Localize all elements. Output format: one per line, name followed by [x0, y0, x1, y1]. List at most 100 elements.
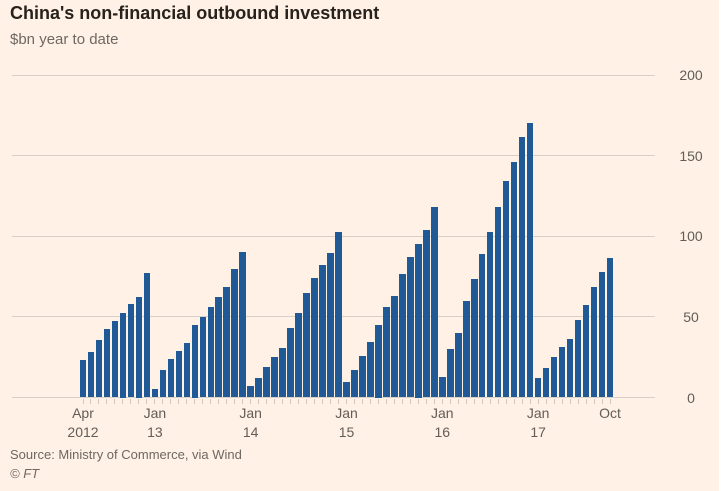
- x-axis-month-tick: [146, 398, 148, 404]
- bar: [159, 370, 167, 398]
- x-axis-month-tick: [186, 398, 188, 404]
- x-axis-label-month: Jan: [239, 405, 262, 421]
- x-axis-month-tick: [90, 398, 92, 404]
- bar: [143, 273, 151, 398]
- x-axis-month-tick: [338, 398, 339, 404]
- x-axis-month-tick: [98, 398, 100, 404]
- x-axis-month-tick: [401, 398, 403, 404]
- bar: [606, 258, 614, 398]
- bar: [407, 257, 414, 398]
- x-axis-month-tick: [561, 398, 563, 404]
- x-axis-label-month: Jan: [526, 405, 550, 421]
- bar: [375, 324, 382, 398]
- x-axis-month-tick: [609, 398, 611, 404]
- x-axis-month-tick: [138, 398, 140, 404]
- x-axis-month-tick: [473, 398, 475, 404]
- x-axis-month-tick: [330, 398, 332, 404]
- bar: [271, 356, 278, 398]
- bar: [311, 277, 318, 398]
- y-axis-tick-label: 200: [679, 67, 703, 83]
- y-axis-tick-label: 0: [687, 389, 695, 406]
- x-axis-month-tick: [585, 398, 587, 404]
- bar: [239, 252, 246, 398]
- bar: [119, 312, 127, 398]
- x-axis-month-tick: [361, 398, 363, 404]
- x-axis-month-tick: [601, 398, 603, 404]
- bar: [287, 327, 294, 398]
- bar: [455, 332, 462, 398]
- bar: [558, 347, 566, 398]
- x-axis-month-tick: [409, 398, 411, 404]
- ft-copyright: © FT: [10, 466, 40, 481]
- chart-subtitle: $bn year to date: [10, 31, 119, 48]
- x-axis-month-tick: [314, 398, 316, 404]
- bar: [439, 376, 446, 398]
- bar: [79, 360, 87, 398]
- bar: [111, 320, 119, 398]
- x-axis-month-tick: [202, 398, 204, 404]
- bar: [534, 378, 542, 398]
- x-axis-month-tick: [234, 398, 236, 404]
- bar: [471, 278, 478, 398]
- x-axis-month-tick: [497, 398, 499, 404]
- bar: [463, 300, 470, 398]
- y-axis-tick-label: 50: [683, 308, 699, 325]
- x-axis-month-tick: [537, 398, 539, 404]
- x-axis-month-tick: [242, 398, 244, 404]
- bar: [327, 253, 334, 398]
- bar: [478, 254, 486, 398]
- bar: [447, 349, 454, 398]
- bar: [215, 297, 222, 398]
- x-axis-month-tick: [82, 398, 84, 404]
- window-edge-strip: [719, 0, 724, 491]
- x-axis-month-tick: [441, 398, 443, 404]
- bar: [510, 162, 518, 398]
- bar: [582, 305, 590, 398]
- bar: [127, 303, 135, 398]
- bar: [367, 341, 374, 398]
- x-axis-month-tick: [346, 398, 347, 404]
- x-axis-month-tick: [489, 398, 491, 404]
- bar: [95, 340, 103, 398]
- y-axis-tick-label: 100: [679, 228, 703, 245]
- bar: [191, 324, 199, 398]
- x-axis-month-tick: [298, 398, 300, 404]
- x-axis-month-tick: [521, 398, 523, 404]
- x-axis-month-tick: [122, 398, 124, 404]
- x-axis-label-month: Jan: [335, 405, 358, 421]
- bar: [167, 359, 175, 398]
- x-axis-month-tick: [465, 398, 467, 404]
- gridline-0: [12, 397, 655, 398]
- x-axis-month-tick: [114, 398, 116, 404]
- bar: [303, 293, 310, 398]
- bar: [183, 343, 191, 398]
- bar: [103, 329, 111, 398]
- bar: [526, 123, 534, 398]
- bar: [542, 368, 550, 398]
- x-axis-label-year: 16: [434, 424, 451, 440]
- x-axis-month-tick: [393, 398, 395, 404]
- x-axis-label-year: 15: [338, 424, 355, 440]
- x-axis-month-tick: [306, 398, 308, 404]
- y-axis-tick-label: 150: [679, 147, 703, 164]
- x-axis-month-tick: [130, 398, 132, 404]
- bar: [590, 286, 598, 398]
- x-axis-month-tick: [178, 398, 180, 404]
- x-axis-month-tick: [513, 398, 515, 404]
- bar: [135, 296, 143, 398]
- bar: [399, 273, 406, 398]
- x-axis-month-tick: [385, 398, 387, 404]
- chart-title: China's non-financial outbound investmen…: [10, 3, 380, 23]
- x-axis-month-tick: [417, 398, 419, 404]
- x-axis-month-tick: [290, 398, 292, 404]
- bar: [415, 244, 422, 398]
- bar: [263, 366, 270, 398]
- x-axis-month-tick: [106, 398, 108, 404]
- bar: [319, 264, 326, 398]
- bar: [359, 356, 366, 398]
- gridline-200: [12, 74, 655, 76]
- bar: [351, 369, 358, 398]
- x-axis-month-tick: [170, 398, 172, 404]
- gridline-150: [12, 155, 655, 157]
